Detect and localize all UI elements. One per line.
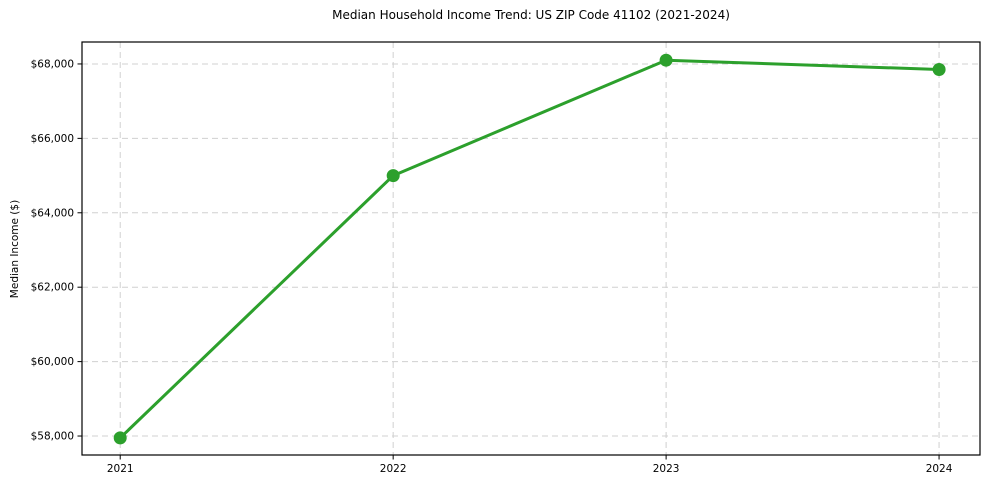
- y-tick-label: $66,000: [31, 133, 74, 145]
- y-tick-label: $60,000: [31, 356, 74, 368]
- y-tick-label: $64,000: [31, 207, 74, 219]
- x-tick-label: 2022: [380, 463, 407, 475]
- y-tick-label: $58,000: [31, 431, 74, 443]
- data-point-2022: [386, 169, 400, 183]
- x-tick-label: 2021: [107, 463, 134, 475]
- data-point-2023: [659, 53, 673, 67]
- chart-title: Median Household Income Trend: US ZIP Co…: [332, 8, 730, 22]
- y-tick-label: $62,000: [31, 282, 74, 294]
- data-point-2021: [113, 431, 127, 445]
- plot-border: [81, 41, 981, 456]
- data-point-2024: [932, 63, 946, 76]
- x-tick-label: 2024: [926, 463, 953, 475]
- y-tick-label: $68,000: [31, 58, 74, 70]
- x-tick-label: 2023: [653, 463, 680, 475]
- income-trend-line: [118, 58, 941, 440]
